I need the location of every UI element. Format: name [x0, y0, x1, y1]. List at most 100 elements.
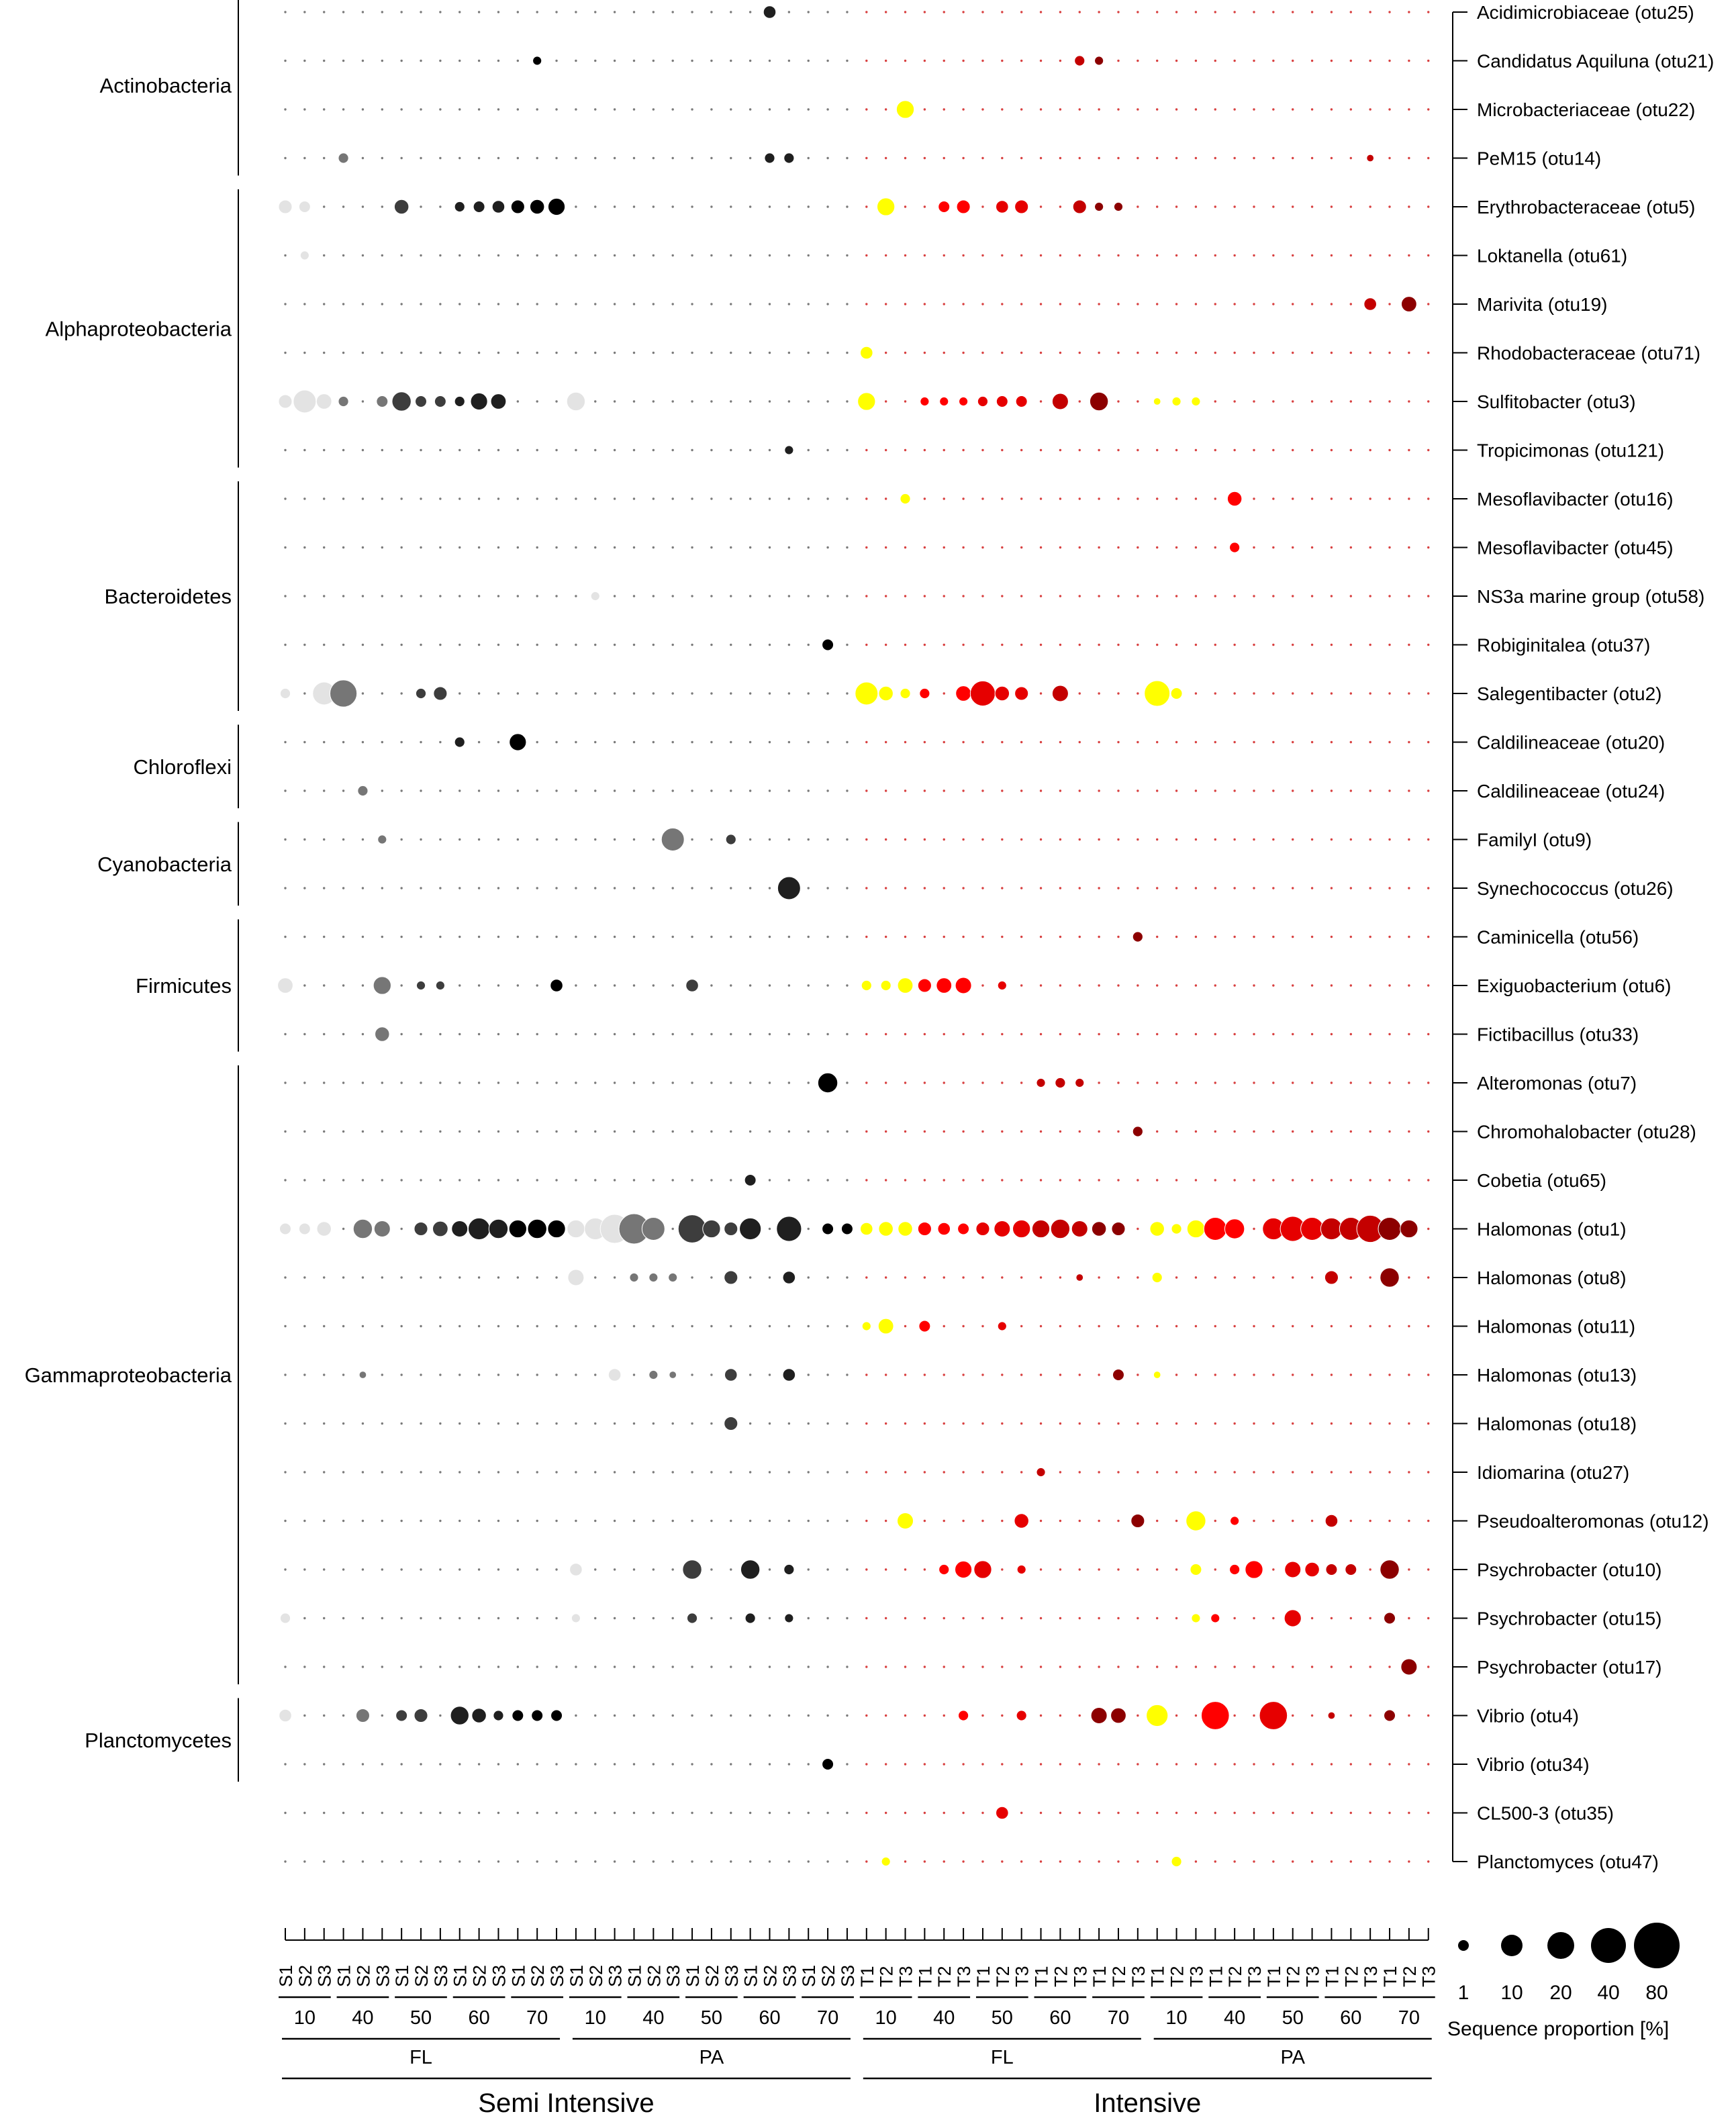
- bubble-point: [361, 740, 365, 744]
- bubble-point: [594, 1179, 597, 1182]
- bubble-point: [1175, 497, 1178, 500]
- bubble-point: [1175, 205, 1178, 208]
- bubble-point: [710, 351, 713, 354]
- bubble-point: [1194, 1714, 1198, 1717]
- bubble-point: [1039, 935, 1043, 938]
- bubble-point: [730, 1568, 732, 1571]
- bubble-point: [884, 1179, 887, 1182]
- bubble-point: [1363, 297, 1377, 311]
- bubble-point: [826, 740, 829, 744]
- bubble-point: [749, 400, 752, 403]
- bubble-point: [671, 1666, 674, 1668]
- bubble-point: [1175, 740, 1178, 744]
- bubble-point: [1330, 1374, 1333, 1376]
- bubble-point: [730, 448, 732, 452]
- sample-label: S2: [528, 1965, 548, 1987]
- bubble-point: [981, 1325, 984, 1328]
- bubble-point: [497, 935, 500, 938]
- bubble-point: [962, 108, 965, 111]
- bubble-point: [904, 303, 907, 305]
- bubble-point: [497, 448, 500, 452]
- bubble-point: [536, 1081, 538, 1084]
- bubble-point: [1427, 887, 1430, 889]
- bubble-point: [303, 1471, 306, 1474]
- bubble-point: [342, 789, 345, 792]
- bubble-point: [613, 1811, 616, 1815]
- temperature-label: 60: [1049, 2007, 1071, 2029]
- bubble-point: [923, 887, 926, 889]
- bubble-point: [691, 1422, 693, 1425]
- bubble-point: [355, 1708, 370, 1723]
- bubble-point: [284, 595, 287, 597]
- bubble-point: [555, 108, 558, 111]
- bubble-point: [1400, 1219, 1418, 1239]
- bubble-point: [981, 1179, 984, 1182]
- bubble-point: [787, 303, 791, 305]
- bubble-point: [420, 497, 422, 500]
- bubble-point: [516, 643, 520, 646]
- bubble-point: [497, 595, 500, 597]
- bubble-point: [1191, 396, 1201, 407]
- bubble-point: [1310, 1811, 1314, 1815]
- bubble-point: [415, 395, 428, 407]
- bubble-point: [884, 448, 887, 452]
- bubble-point: [361, 1617, 365, 1620]
- bubble-point: [1175, 59, 1178, 62]
- bubble-point: [1078, 887, 1081, 889]
- bubble-point: [904, 1714, 907, 1717]
- bubble-point: [865, 156, 868, 160]
- bubble-point: [1408, 643, 1410, 646]
- bubble-point: [1388, 400, 1391, 403]
- bubble-point: [1388, 740, 1391, 744]
- bubble-point: [1292, 156, 1294, 160]
- bubble-point: [981, 1811, 984, 1815]
- otu-label: Chromohalobacter (otu28): [1477, 1122, 1696, 1143]
- bubble-point: [652, 984, 655, 987]
- bubble-point: [632, 935, 636, 938]
- bubble-point: [739, 1217, 762, 1241]
- otu-label: Caldilineaceae (otu20): [1477, 732, 1665, 753]
- bubble-point: [1310, 1422, 1314, 1425]
- bubble-point: [575, 254, 577, 257]
- bubble-point: [943, 740, 945, 744]
- bubble-point: [459, 546, 461, 549]
- bubble-point: [361, 400, 365, 403]
- bubble-point: [1214, 789, 1216, 792]
- bubble-point: [613, 1666, 616, 1668]
- bubble-point: [400, 1130, 403, 1133]
- bubble-point: [400, 1276, 403, 1279]
- bubble-point: [303, 11, 306, 13]
- bubble-point: [1078, 1374, 1081, 1376]
- bubble-point: [536, 789, 538, 792]
- bubble-point: [807, 351, 810, 354]
- bubble-point: [536, 254, 538, 257]
- bubble-point: [536, 984, 538, 987]
- bubble-point: [1039, 400, 1043, 403]
- bubble-point: [381, 595, 383, 597]
- bubble-point: [1214, 1860, 1216, 1863]
- bubble-point: [1078, 1568, 1081, 1571]
- bubble-point: [996, 200, 1009, 213]
- bubble-point: [450, 1706, 469, 1725]
- bubble-point: [865, 1617, 868, 1620]
- sample-label: S1: [683, 1965, 703, 1987]
- bubble-point: [846, 1276, 849, 1279]
- bubble-point: [613, 1276, 616, 1279]
- bubble-point: [981, 546, 984, 549]
- bubble-point: [342, 1179, 345, 1182]
- bubble-point: [730, 789, 732, 792]
- bubble-point: [671, 156, 674, 160]
- bubble-point: [1408, 1179, 1410, 1182]
- bubble-point: [493, 1710, 504, 1721]
- bubble-point: [1137, 1179, 1139, 1182]
- bubble-point: [613, 448, 616, 452]
- bubble-point: [1408, 108, 1410, 111]
- bubble-point: [846, 1471, 849, 1474]
- bubble-point: [575, 887, 577, 889]
- bubble-point: [749, 497, 752, 500]
- bubble-point: [1039, 1276, 1043, 1279]
- bubble-point: [943, 838, 945, 841]
- bubble-point: [1117, 984, 1120, 987]
- bubble-point: [730, 11, 732, 13]
- sample-axis: S1S2S3S1S2S3S1S2S3S1S2S3S1S2S3S1S2S3S1S2…: [276, 1928, 1439, 2118]
